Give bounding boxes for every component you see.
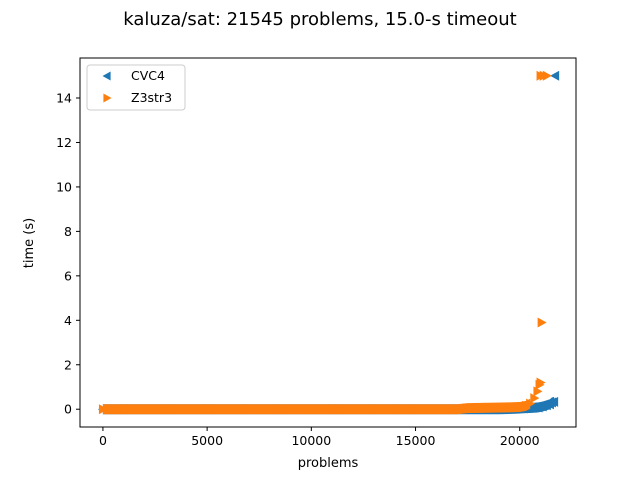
y-tick-label: 14 <box>56 91 72 106</box>
y-tick-label: 0 <box>64 402 72 417</box>
y-tick-label: 10 <box>56 179 72 194</box>
legend-label-cvc4: CVC4 <box>131 68 165 83</box>
x-tick-label: 0 <box>99 433 107 448</box>
data-point-z3str3 <box>515 401 525 412</box>
y-axis: 0 2 4 6 8 10 12 14 <box>56 91 80 417</box>
data-point-z3str3 <box>328 404 338 415</box>
data-point-z3str3 <box>536 377 546 388</box>
x-tick-label: 10000 <box>291 433 331 448</box>
y-tick-label: 12 <box>56 135 72 150</box>
chart-title: kaluza/sat: 21545 problems, 15.0-s timeo… <box>123 9 516 30</box>
data-point-z3str3 <box>161 404 171 415</box>
data-point-z3str3 <box>526 398 536 409</box>
data-point-z3str3 <box>203 404 213 415</box>
y-tick-label: 2 <box>64 357 72 372</box>
data-point-z3str3 <box>286 404 296 415</box>
data-point-cvc4 <box>527 402 537 413</box>
legend-entry-z3str3 <box>103 93 112 103</box>
data-point-z3str3 <box>369 404 379 415</box>
x-tick-label: 5000 <box>191 433 223 448</box>
x-axis-label: problems <box>298 456 359 471</box>
data-point-z3str3 <box>244 404 254 415</box>
legend-entry-cvc4 <box>102 71 111 81</box>
data-point-cvc4 <box>550 70 560 81</box>
data-point-cvc4 <box>549 396 559 407</box>
data-point-z3str3 <box>505 402 515 413</box>
data-point-z3str3 <box>119 404 129 415</box>
y-axis-label: time (s) <box>22 218 37 268</box>
legend-label-z3str3: Z3str3 <box>131 90 172 105</box>
x-tick-label: 20000 <box>500 433 540 448</box>
data-point-z3str3 <box>453 404 463 415</box>
y-tick-label: 4 <box>64 313 72 328</box>
legend-marker-z3str3 <box>103 93 112 103</box>
x-axis: 0 5000 10000 15000 20000 <box>99 427 540 448</box>
y-tick-label: 8 <box>64 224 72 239</box>
data-point-z3str3 <box>537 317 547 328</box>
plot-frame <box>79 57 577 428</box>
data-point-z3str3 <box>530 393 540 404</box>
plot-markers <box>97 70 560 415</box>
data-point-z3str3 <box>484 402 494 413</box>
legend: CVC4 Z3str3 <box>86 64 186 111</box>
legend-box <box>86 64 186 111</box>
data-point-cvc4 <box>533 402 543 413</box>
y-tick-label: 6 <box>64 268 72 283</box>
data-point-z3str3 <box>98 404 108 415</box>
x-tick-label: 15000 <box>396 433 436 448</box>
data-point-z3str3 <box>463 403 473 414</box>
legend-marker-cvc4 <box>102 71 111 81</box>
data-point-z3str3 <box>411 404 421 415</box>
data-point-z3str3 <box>542 70 552 81</box>
